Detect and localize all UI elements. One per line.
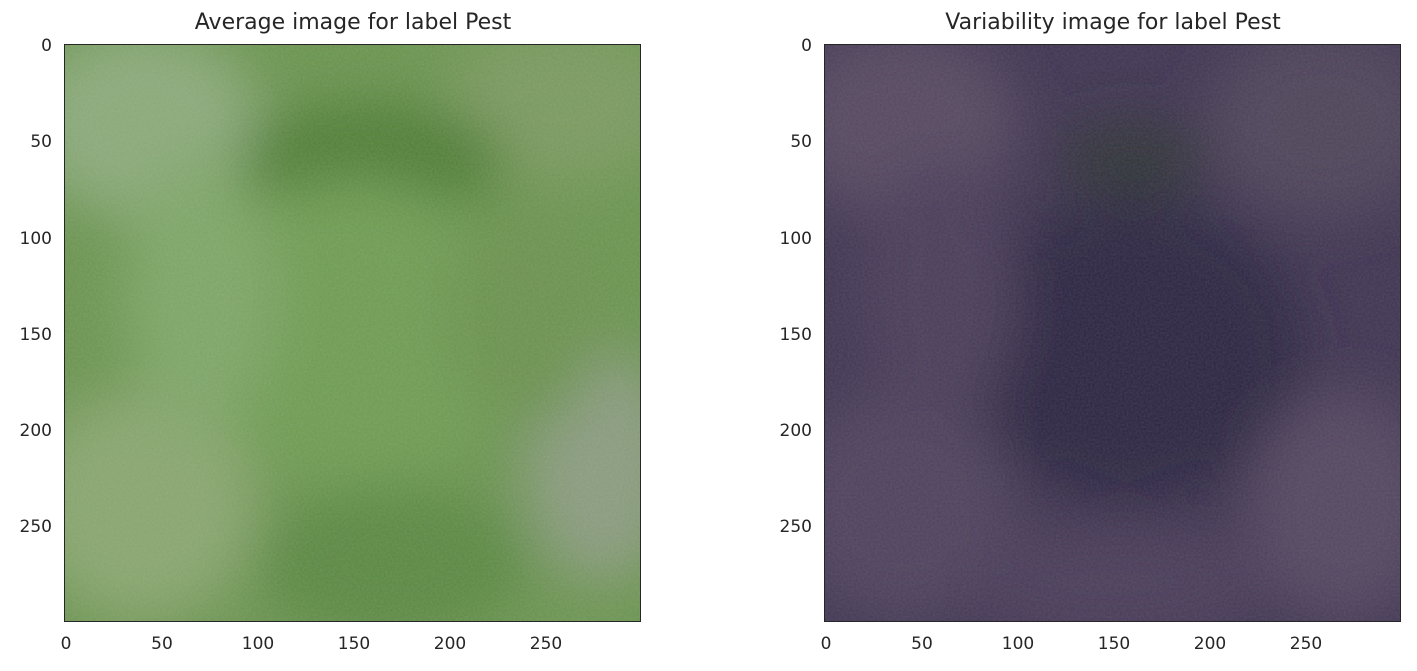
y-tick-label: 200 xyxy=(779,421,812,441)
x-tick-label: 50 xyxy=(151,634,173,654)
variability-image-graphic xyxy=(825,45,1400,621)
x-tick-label: 250 xyxy=(1289,634,1323,654)
x-tick-label: 50 xyxy=(911,634,933,654)
y-tick-label: 150 xyxy=(19,325,52,345)
average-image-graphic xyxy=(65,45,640,621)
average-image xyxy=(64,44,641,622)
y-tick-label: 200 xyxy=(19,421,52,441)
x-tick-label: 150 xyxy=(1097,634,1131,654)
average-image-panel: Average image for label Pest xyxy=(0,0,700,671)
x-tick-label: 100 xyxy=(1001,634,1035,654)
x-tick-label: 150 xyxy=(337,634,371,654)
variability-image-panel: Variability image for label Pest xyxy=(760,0,1417,671)
x-tick-label: 250 xyxy=(529,634,563,654)
variability-image xyxy=(824,44,1401,622)
average-image-title: Average image for label Pest xyxy=(194,10,512,35)
y-tick-label: 0 xyxy=(801,36,812,56)
y-tick-label: 100 xyxy=(19,229,52,249)
y-tick-label: 150 xyxy=(779,325,812,345)
y-tick-label: 250 xyxy=(779,517,812,537)
x-tick-label: 0 xyxy=(820,634,832,654)
y-tick-label: 50 xyxy=(790,132,812,152)
x-tick-label: 100 xyxy=(241,634,275,654)
variability-image-title: Variability image for label Pest xyxy=(945,10,1281,35)
x-tick-label: 0 xyxy=(60,634,72,654)
y-tick-label: 0 xyxy=(41,36,52,56)
y-tick-label: 100 xyxy=(779,229,812,249)
y-tick-label: 50 xyxy=(30,132,52,152)
y-tick-label: 250 xyxy=(19,517,52,537)
x-tick-label: 200 xyxy=(1193,634,1227,654)
x-tick-label: 200 xyxy=(433,634,467,654)
